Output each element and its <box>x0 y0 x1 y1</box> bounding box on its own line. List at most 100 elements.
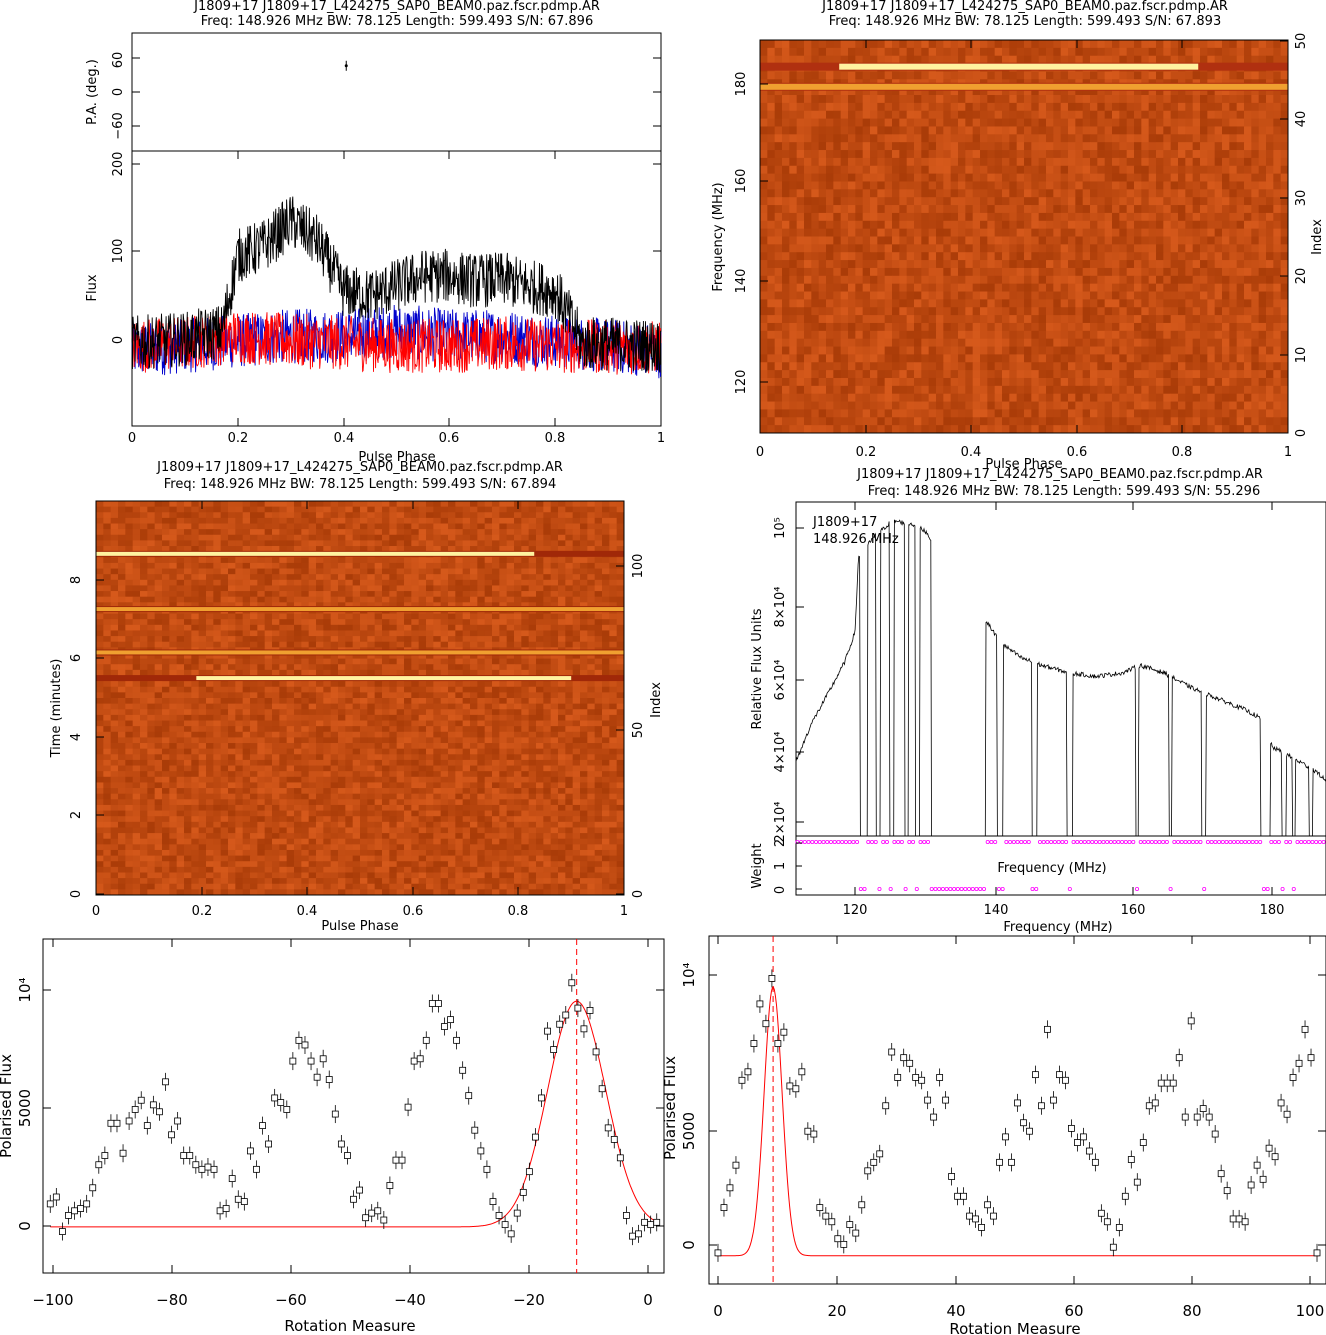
time-phase-cell <box>132 579 141 586</box>
freq-phase-cell <box>1258 283 1267 292</box>
time-phase-cell <box>286 591 295 598</box>
time-phase-cell <box>477 512 486 519</box>
freq-phase-cell <box>1163 228 1172 237</box>
freq-phase-cell <box>767 299 776 308</box>
time-phase-cell <box>147 540 156 547</box>
time-phase-cell <box>484 596 493 603</box>
time-phase-cell <box>440 574 449 581</box>
freq-phase-cell <box>833 212 842 222</box>
freq-phase-cell <box>1207 197 1216 206</box>
freq-phase-cell <box>1244 126 1252 135</box>
time-phase-cell <box>426 529 434 536</box>
freq-phase-cell <box>1112 299 1120 308</box>
freq-phase-cell <box>1163 377 1172 387</box>
freq-phase-cell <box>862 267 871 277</box>
freq-phase-cell <box>1244 110 1252 119</box>
freq-phase-cell <box>862 157 871 167</box>
freq-phase-cell <box>826 220 834 230</box>
time-phase-cell <box>206 579 214 586</box>
freq-phase-cell <box>1163 275 1172 285</box>
freq-phase-cell <box>789 181 798 190</box>
freq-phase-cell <box>1273 417 1282 426</box>
time-phase-cell <box>396 501 405 508</box>
time-phase-cell <box>565 574 574 581</box>
freq-phase-cell <box>840 165 849 175</box>
freq-phase-cell <box>965 425 974 434</box>
time-phase-cell <box>250 534 258 541</box>
time-phase-cell <box>257 546 266 553</box>
freq-phase-cell <box>1251 244 1260 253</box>
freq-phase-cell <box>767 118 776 127</box>
freq-phase-cell <box>1229 322 1238 332</box>
freq-phase-cell <box>877 409 886 418</box>
profile-title: J1809+17 J1809+17_L424275_SAP0_BEAM0.paz… <box>193 0 600 14</box>
freq-phase-cell <box>804 370 812 379</box>
freq-phase-cell <box>1024 55 1032 64</box>
time-phase-cell <box>206 523 214 530</box>
freq-phase-cell <box>1053 55 1062 64</box>
freq-phase-cell <box>1222 102 1230 112</box>
freq-phase-cell <box>848 370 856 379</box>
freq-phase-cell <box>862 409 871 418</box>
freq-phase-cell <box>921 291 930 300</box>
freq-phase-cell <box>1229 212 1238 222</box>
freq-phase-cell <box>818 212 827 222</box>
freq-phase-cell <box>1280 322 1289 332</box>
time-phase-cell <box>418 568 427 575</box>
freq-phase-cell <box>818 409 827 418</box>
freq-phase-cell <box>928 299 937 308</box>
freq-phase-cell <box>767 354 776 363</box>
freq-phase-cell <box>1156 95 1164 104</box>
freq-phase-cell <box>892 370 900 379</box>
freq-phase-cell <box>1134 425 1142 434</box>
freq-phase-cell <box>848 173 856 182</box>
freq-phase-cell <box>811 126 820 135</box>
freq-phase-cell <box>1119 417 1128 426</box>
time-phase-cell <box>550 579 559 586</box>
freq-phase-cell <box>884 236 893 245</box>
freq-phase-cell <box>818 346 827 355</box>
freq-phase-cell <box>855 40 864 49</box>
time-phase-cell <box>352 529 361 536</box>
freq-phase-cell <box>958 299 966 308</box>
freq-phase-cell <box>958 150 966 159</box>
time-phase-cell <box>543 501 552 508</box>
freq-phase-cell <box>1236 205 1245 214</box>
freq-phase-cell <box>950 205 959 214</box>
freq-phase-cell <box>950 40 959 49</box>
freq-phase-cell <box>782 275 790 285</box>
freq-phase-cell <box>1200 142 1208 151</box>
freq-phase-cell <box>1016 346 1025 355</box>
freq-phase-cell <box>877 252 886 261</box>
freq-phase-cell <box>862 330 871 340</box>
freq-phase-cell <box>965 157 974 167</box>
freq-phase-cell <box>1280 220 1289 230</box>
time-phase-cell <box>257 585 266 592</box>
freq-phase-cell <box>1207 377 1216 387</box>
freq-phase-cell <box>760 425 768 434</box>
freq-phase-cell <box>1156 307 1164 316</box>
freq-phase-cell <box>1222 283 1230 292</box>
freq-phase-cell <box>1170 370 1179 379</box>
time-phase-cell <box>440 517 449 524</box>
freq-phase-cell <box>892 362 900 371</box>
time-phase-cell <box>550 523 559 530</box>
freq-phase-cell <box>1185 173 1194 182</box>
time-phase-cell <box>616 585 625 592</box>
freq-phase-cell <box>987 47 996 57</box>
time-phase-cell <box>440 579 449 586</box>
freq-phase-cell <box>789 126 798 135</box>
time-phase-cell <box>169 568 178 575</box>
freq-phase-cell <box>1046 252 1054 261</box>
freq-phase-cell <box>840 47 849 57</box>
time-phase-cell <box>191 557 200 564</box>
freq-phase-cell <box>1068 150 1076 159</box>
freq-phase-cell <box>1009 307 1018 316</box>
freq-phase-cell <box>1280 228 1289 237</box>
freq-phase-cell <box>782 401 790 410</box>
time-phase-cell <box>528 523 537 530</box>
freq-phase-cell <box>1104 370 1113 379</box>
freq-phase-cell <box>833 252 842 261</box>
freq-phase-cell <box>1266 87 1274 96</box>
freq-phase-cell <box>1222 40 1230 49</box>
